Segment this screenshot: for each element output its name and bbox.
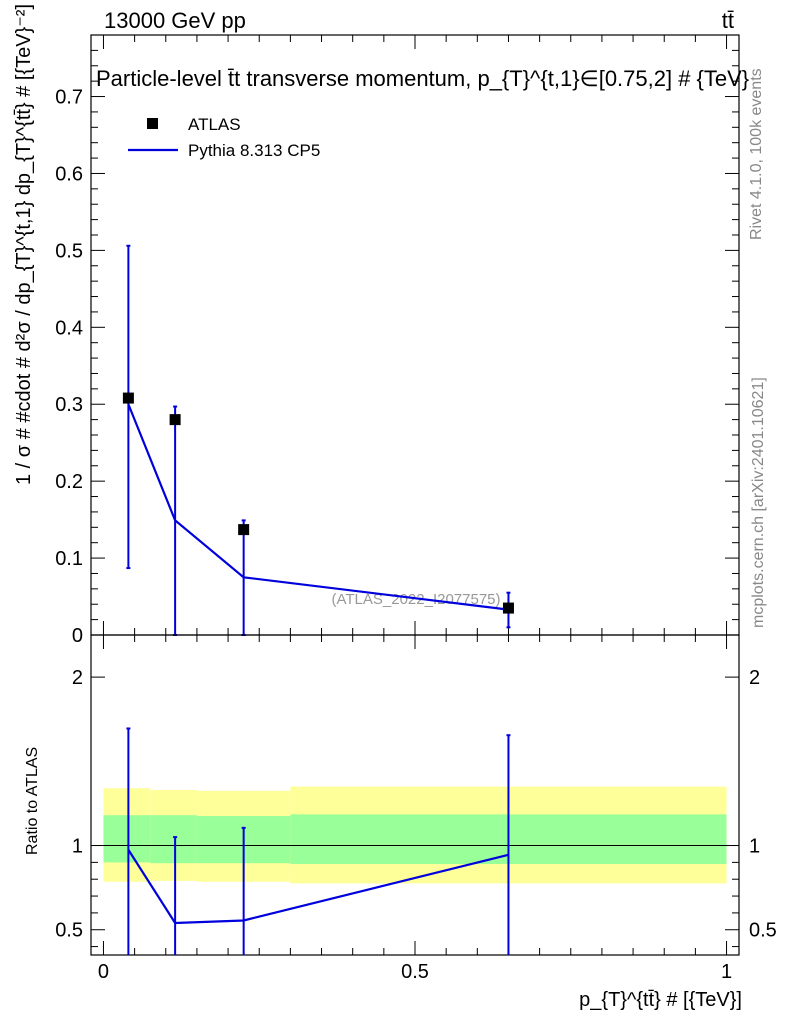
pythia-line: [127, 403, 509, 611]
ratio-axis-ticks: 0.5 0.5 1 1 2 2 0 0.5 1: [55, 635, 777, 983]
uncertainty-band-inner: [150, 815, 197, 864]
rivet-version-label: Rivet 4.1.0, 100k events: [748, 68, 765, 240]
legend-label-pythia: Pythia 8.313 CP5: [188, 141, 320, 160]
y-tick-label: 0.2: [55, 471, 83, 493]
ratio-y-axis-label: Ratio to ATLAS: [24, 747, 41, 855]
uncertainty-band-inner: [103, 815, 151, 863]
atlas-point: [122, 392, 134, 404]
chart-title: Particle-level t̄t transverse momentum, …: [96, 66, 749, 91]
legend-label-atlas: ATLAS: [188, 115, 241, 134]
main-axis-ticks: 0 0.1 0.2 0.3 0.4 0.5 0.6 0.7: [55, 34, 739, 647]
ratio-y-tick-label: 2: [72, 667, 83, 689]
energy-label: 13000 GeV pp: [104, 8, 246, 33]
y-tick-label: 0.5: [55, 240, 83, 262]
y-tick-label: 0.7: [55, 87, 83, 109]
y-axis-label: 1 / σ # #cdot # d²σ / dp_{T}^{t,1} dp_{T…: [13, 4, 35, 485]
y-tick-label: 0.4: [55, 317, 83, 339]
ratio-y-tick-label-right: 1: [749, 836, 760, 858]
legend: ATLAS Pythia 8.313 CP5: [128, 115, 320, 160]
ratio-y-tick-label-right: 0.5: [749, 920, 777, 942]
ratio-pythia-line: [127, 849, 509, 925]
mcplots-label: mcplots.cern.ch [arXiv:2401.10621]: [750, 377, 767, 628]
ratio-data-layer: [126, 727, 511, 955]
atlas-point: [502, 602, 514, 614]
y-tick-label: 0.1: [55, 548, 83, 570]
legend-marker-atlas: [147, 118, 158, 129]
ratio-y-tick-label-right: 2: [749, 667, 760, 689]
main-data-layer: [122, 244, 514, 636]
ratio-y-tick-label: 1: [72, 836, 83, 858]
x-tick-label: 1: [721, 961, 732, 983]
ratio-y-tick-label: 0.5: [55, 920, 83, 942]
y-tick-label: 0.3: [55, 394, 83, 416]
x-tick-label: 0.5: [401, 961, 429, 983]
x-axis-label: p_{T}^{tt̄} # [{TeV}]: [579, 989, 742, 1011]
y-tick-label: 0.6: [55, 163, 83, 185]
ratio-panel: [91, 786, 739, 884]
process-label: tt̄: [722, 8, 734, 33]
x-tick-label: 0: [98, 961, 109, 983]
atlas-point: [238, 524, 250, 536]
y-tick-label: 0: [72, 625, 83, 647]
atlas-point: [169, 414, 181, 426]
